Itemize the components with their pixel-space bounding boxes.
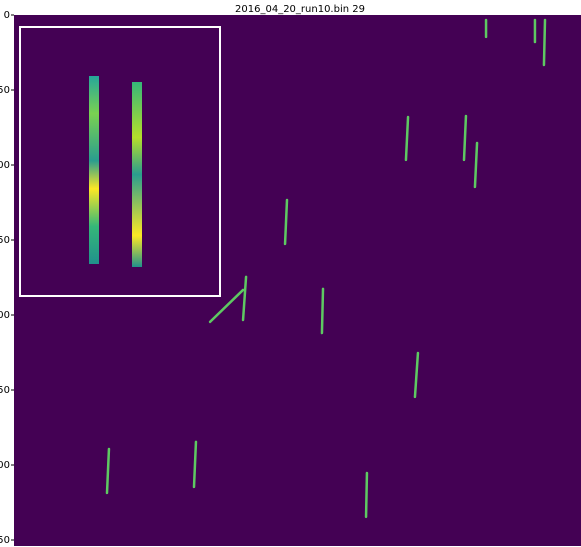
y-tick-label: 50 [0,535,10,546]
track [105,447,111,495]
y-tick-label: 50 [0,385,10,396]
track [413,351,420,399]
track [364,471,369,519]
inset [19,26,221,297]
track [462,114,468,162]
inset-track [132,82,142,267]
track [283,198,289,246]
inset-frame [19,26,221,297]
track [192,440,198,489]
track [208,288,245,324]
track [241,275,248,322]
track [404,115,410,162]
track [473,141,479,189]
y-tick-label: 00 [0,160,10,171]
y-tick-label: 00 [0,460,10,471]
inset-track [89,76,99,264]
track [320,287,325,335]
y-tick-label: 50 [0,235,10,246]
y-tick-label: 0 [4,10,10,21]
track [542,18,547,67]
chart-title: 2016_04_20_run10.bin 29 [235,4,365,15]
y-tick-label: 50 [0,85,10,96]
y-tick-label: 00 [0,310,10,321]
